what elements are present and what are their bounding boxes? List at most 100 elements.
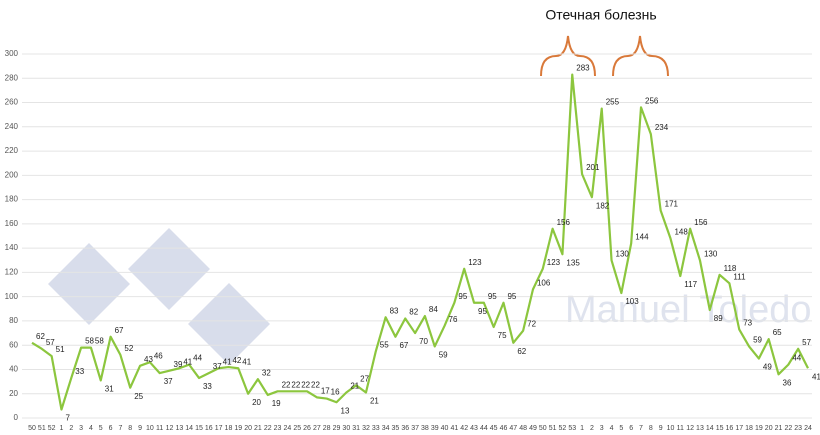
value-label: 55 [380, 340, 389, 349]
value-label: 148 [674, 228, 688, 237]
x-tick-label: 15 [716, 425, 724, 432]
value-label: 234 [655, 123, 669, 132]
x-tick-label: 24 [804, 425, 812, 432]
value-label: 70 [419, 337, 428, 346]
value-label: 51 [56, 345, 65, 354]
value-label: 57 [46, 338, 55, 347]
x-tick-label: 14 [706, 425, 714, 432]
y-tick-label: 100 [5, 292, 19, 301]
x-tick-label: 25 [293, 425, 301, 432]
value-label: 171 [665, 200, 679, 209]
value-label: 16 [331, 388, 340, 397]
bracket [612, 35, 669, 77]
x-tick-label: 10 [667, 425, 675, 432]
x-tick-label: 13 [175, 425, 183, 432]
value-label: 13 [341, 406, 350, 415]
value-label: 59 [439, 351, 448, 360]
value-label: 82 [409, 308, 418, 317]
value-label: 182 [596, 201, 610, 210]
x-tick-label: 23 [274, 425, 282, 432]
value-label: 37 [213, 362, 222, 371]
x-tick-label: 4 [610, 425, 614, 432]
value-label: 49 [763, 363, 772, 372]
x-tick-label: 10 [146, 425, 154, 432]
y-tick-label: 120 [5, 268, 19, 277]
y-tick-label: 20 [9, 389, 18, 398]
value-label: 67 [399, 341, 408, 350]
x-tick-label: 1 [60, 425, 64, 432]
x-tick-label: 17 [215, 425, 223, 432]
value-label: 65 [773, 328, 782, 337]
x-tick-label: 30 [342, 425, 350, 432]
value-label: 39 [174, 360, 183, 369]
x-tick-label: 40 [441, 425, 449, 432]
value-label: 46 [154, 351, 163, 360]
value-label: 255 [606, 98, 620, 107]
value-label: 44 [792, 354, 801, 363]
x-tick-label: 14 [185, 425, 193, 432]
value-label: 103 [625, 297, 639, 306]
x-tick-label: 2 [69, 425, 73, 432]
value-label: 59 [753, 336, 762, 345]
x-tick-label: 9 [138, 425, 142, 432]
value-label: 25 [134, 392, 143, 401]
value-label: 33 [203, 382, 212, 391]
value-label: 84 [429, 305, 438, 314]
x-tick-label: 50 [28, 425, 36, 432]
x-tick-label: 11 [156, 425, 163, 432]
x-tick-label: 51 [38, 425, 46, 432]
y-tick-label: 160 [5, 219, 19, 228]
x-tick-label: 34 [382, 425, 390, 432]
x-tick-label: 18 [745, 425, 753, 432]
x-tick-label: 15 [195, 425, 203, 432]
value-label: 95 [478, 307, 487, 316]
x-tick-label: 37 [411, 425, 419, 432]
x-tick-label: 51 [549, 425, 557, 432]
x-tick-label: 1 [580, 425, 584, 432]
value-label: 156 [694, 218, 708, 227]
value-label: 52 [124, 344, 133, 353]
x-tick-label: 4 [89, 425, 93, 432]
x-tick-label: 52 [559, 425, 567, 432]
watermark: Manuel Toledo [565, 289, 811, 331]
value-label: 123 [547, 258, 561, 267]
value-label: 156 [557, 218, 571, 227]
x-tick-label: 23 [794, 425, 802, 432]
value-label: 57 [802, 338, 811, 347]
value-label: 42 [232, 356, 241, 365]
value-label: 33 [75, 367, 84, 376]
x-tick-label: 2 [590, 425, 594, 432]
value-label: 89 [714, 314, 723, 323]
value-label: 44 [193, 354, 202, 363]
value-label: 201 [586, 163, 600, 172]
y-tick-label: 60 [9, 340, 18, 349]
x-tick-label: 18 [225, 425, 233, 432]
x-tick-label: 21 [254, 425, 262, 432]
x-tick-label: 38 [421, 425, 429, 432]
value-label: 41 [812, 372, 820, 381]
x-tick-label: 31 [352, 425, 360, 432]
value-label: 22 [282, 380, 291, 389]
x-tick-label: 22 [264, 425, 272, 432]
value-label: 76 [449, 315, 458, 324]
y-tick-label: 180 [5, 195, 19, 204]
value-label: 58 [85, 337, 94, 346]
x-tick-label: 27 [313, 425, 321, 432]
x-tick-label: 7 [118, 425, 122, 432]
value-label: 7 [65, 414, 70, 423]
x-tick-label: 19 [755, 425, 763, 432]
x-tick-label: 6 [109, 425, 113, 432]
y-tick-label: 0 [14, 413, 19, 422]
y-tick-label: 240 [5, 122, 19, 131]
value-label: 22 [291, 380, 300, 389]
x-tick-label: 17 [735, 425, 743, 432]
value-label: 75 [498, 331, 507, 340]
value-label: 17 [321, 386, 330, 395]
annotation: Отечная болезнь [545, 7, 656, 23]
y-tick-label: 260 [5, 98, 19, 107]
x-tick-label: 28 [323, 425, 331, 432]
x-tick-label: 21 [775, 425, 783, 432]
x-tick-label: 16 [205, 425, 213, 432]
x-tick-label: 11 [677, 425, 684, 432]
